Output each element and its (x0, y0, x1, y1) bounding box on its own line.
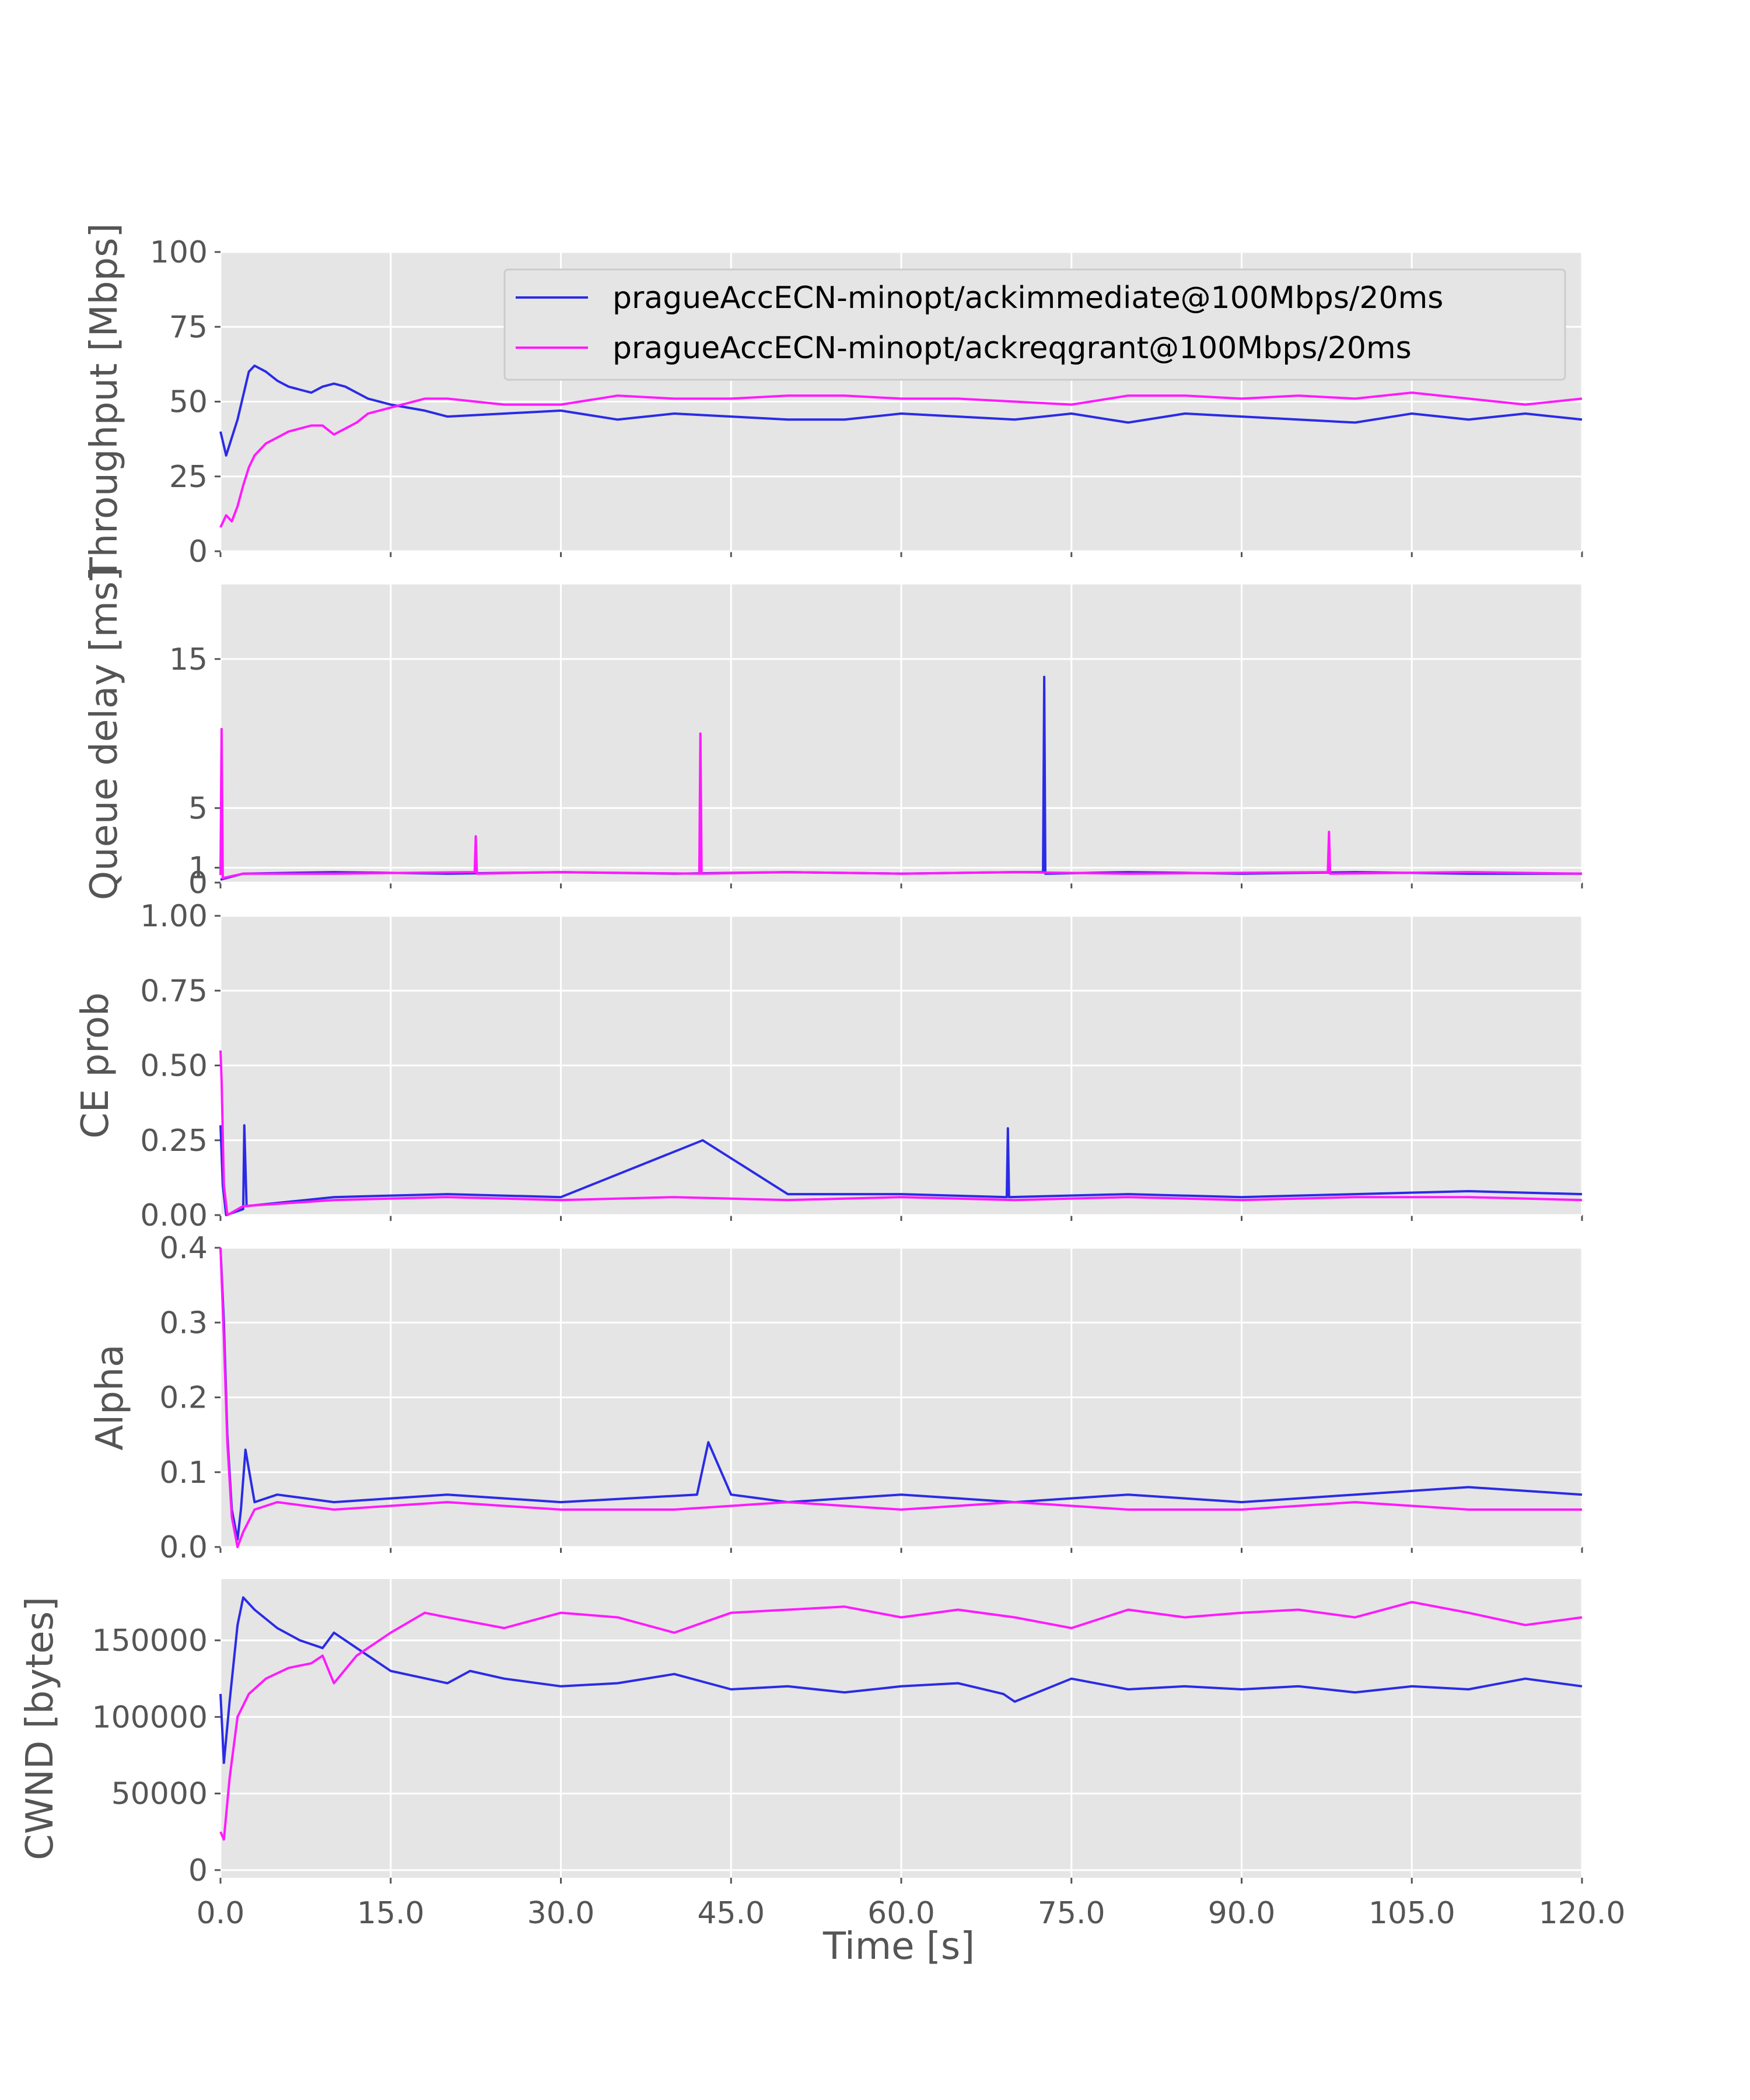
series-line-ackimmediate (219, 1596, 1583, 1765)
x-axis-label: Time [s] (822, 1925, 975, 1968)
x-tick-label: 75.0 (1038, 1896, 1105, 1931)
y-tick-label: 15 (169, 642, 208, 677)
legend: pragueAccECN-minopt/ackimmediate@100Mbps… (503, 268, 1566, 381)
y-tick-label: 0.1 (159, 1455, 208, 1490)
y-axis-label: Throughput [Mbps] (83, 223, 126, 581)
y-tick-label: 0.00 (140, 1198, 208, 1233)
y-tick-label: 0.0 (159, 1530, 208, 1565)
y-tick-label: 0.25 (140, 1124, 208, 1158)
series-line-ackimmediate (219, 364, 1583, 457)
y-tick-label: 1.00 (140, 899, 208, 934)
panel-alpha: 0.0 0.1 0.2 0.3 0.4 Alpha (89, 1231, 1583, 1565)
legend-label-ackimmediate: pragueAccECN-minopt/ackimmediate@100Mbps… (612, 281, 1443, 316)
y-tick-label: 50000 (111, 1777, 208, 1812)
y-tick-label: 0 (188, 1853, 208, 1888)
y-tick-label: 75 (169, 310, 208, 345)
series-line-ackreqgrant (219, 1050, 1583, 1216)
y-tick-label: 150000 (92, 1623, 208, 1658)
y-tick-label: 100000 (92, 1700, 208, 1735)
y-tick-label: 1 (188, 850, 208, 886)
y-tick-label: 0.50 (140, 1049, 208, 1084)
panel-cwnd: 0.0 15.0 30.0 45.0 60.0 75.0 90.0 105.0 120.0 0 50… (19, 1579, 1625, 1931)
y-tick-label: 50 (169, 385, 208, 420)
y-axis-label: Alpha (89, 1345, 132, 1451)
x-tick-label: 90.0 (1208, 1896, 1276, 1931)
series-line-ackimmediate (219, 1247, 1583, 1541)
y-tick-label: 0.2 (159, 1381, 208, 1416)
series-line-ackreqgrant (219, 391, 1583, 528)
series-line-ackreqgrant (219, 1601, 1583, 1841)
y-tick-label: 0 (188, 534, 208, 569)
y-tick-label: 0.3 (159, 1306, 208, 1340)
y-axis-label: CE prob (74, 992, 117, 1139)
series-line-ackreqgrant (219, 1247, 1582, 1548)
y-tick-label: 5 (188, 791, 208, 826)
x-tick-label: 105.0 (1368, 1896, 1455, 1931)
x-tick-label: 120.0 (1539, 1896, 1626, 1931)
legend-label-ackreqgrant: pragueAccECN-minopt/ackreqgrant@100Mbps/… (612, 331, 1412, 366)
legend-box (503, 268, 1566, 381)
x-tick-label: 30.0 (527, 1896, 595, 1931)
x-tick-label: 15.0 (357, 1896, 425, 1931)
series-line-ackimmediate (219, 1124, 1583, 1216)
x-tick-label: 0.0 (197, 1896, 245, 1931)
y-axis-label: Queue delay [ms] (83, 567, 126, 900)
y-axis-label: CWND [bytes] (19, 1597, 62, 1860)
y-tick-label: 0.4 (159, 1231, 208, 1266)
panel-ce-prob: 0.00 0.25 0.50 0.75 1.00 CE prob (74, 899, 1583, 1233)
y-tick-label: 0 (188, 866, 208, 901)
x-tick-label: 60.0 (867, 1896, 935, 1931)
x-tick-label: 45.0 (697, 1896, 765, 1931)
y-tick-label: 0.75 (140, 974, 208, 1009)
y-tick-label: 25 (169, 460, 208, 495)
y-tick-label: 100 (150, 235, 208, 270)
series-line-ackreqgrant (219, 727, 1583, 880)
